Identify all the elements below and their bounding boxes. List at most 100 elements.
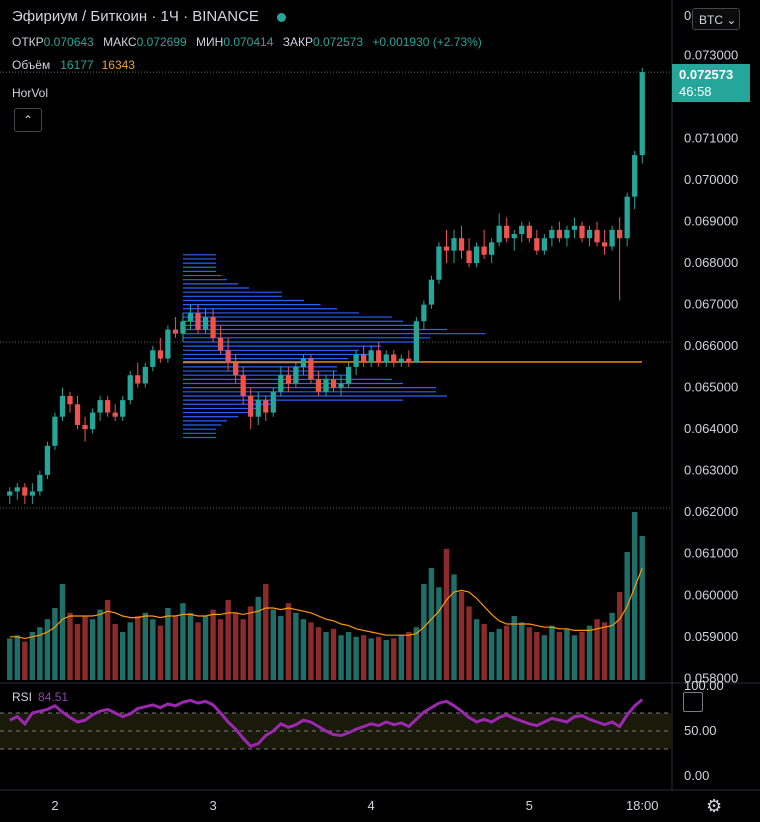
volume-bar (29, 632, 36, 680)
volume-bar (112, 624, 118, 680)
candle-body (413, 321, 419, 363)
price-tick-label: 0.063000 (684, 463, 738, 478)
price-tick-label: 0.058000 (684, 670, 738, 685)
indicator-label[interactable]: HorVol (12, 86, 49, 100)
candle-body (308, 358, 314, 380)
header-sep-1: · (151, 8, 157, 25)
rsi-line (9, 698, 644, 749)
time-tick-label: 4 (368, 798, 375, 813)
price-tick-label: 0.071000 (684, 131, 738, 146)
volume-bar (556, 632, 563, 680)
volume-bar (466, 606, 472, 680)
volume-bar (421, 584, 427, 680)
candle-body (285, 375, 291, 384)
candle-body (248, 395, 254, 417)
candle-body (406, 358, 412, 363)
symbol-name: Эфириум / Биткоин (12, 8, 148, 25)
time-tick-label: 3 (209, 798, 216, 813)
volume-bar (519, 622, 525, 680)
open-value: 0.070643 (43, 35, 94, 49)
candle-body (361, 354, 367, 363)
volume-bar (14, 635, 21, 680)
candle-body (398, 358, 404, 363)
price-tick-label: 0.068000 (684, 255, 738, 270)
candle-body (97, 400, 103, 413)
collapse-indicators-button[interactable]: ⌃ (14, 108, 42, 132)
candle-body (571, 225, 578, 230)
volume-bar (413, 627, 420, 680)
volume-bar (232, 612, 239, 680)
chevron-down-icon: ⌄ (726, 13, 737, 27)
volume-bar (579, 632, 585, 680)
candle-body (202, 317, 209, 330)
rsi-tick-label: 0.00 (684, 768, 709, 783)
price-tick-label: 0.059000 (684, 629, 738, 644)
volume-bar (119, 632, 126, 680)
volume-bar (571, 635, 578, 680)
candle-body (586, 229, 593, 239)
candle-body (368, 350, 374, 363)
price-tick-label-top: 0 (684, 8, 691, 23)
candle-body (157, 350, 163, 359)
candle-body (451, 238, 457, 251)
currency-select[interactable]: BTC ⌄ (692, 8, 740, 30)
candle-body (195, 312, 201, 330)
volume-bar (44, 619, 51, 680)
time-tick-label: 2 (51, 798, 58, 813)
candle-body (617, 229, 623, 239)
interval-label: 1Ч (160, 8, 179, 25)
candle-body (428, 279, 435, 305)
candle-body (263, 400, 269, 413)
currency-select-value: BTC (699, 13, 723, 27)
candle-body (353, 354, 359, 367)
candle-body (458, 238, 465, 251)
symbol-header[interactable]: Эфириум / Биткоин · 1Ч · BINANCE (12, 8, 287, 25)
candle-body (376, 350, 382, 363)
volume-bar (330, 628, 337, 680)
candle-body (225, 350, 231, 363)
volume-bar (511, 616, 517, 680)
volume-bar (458, 592, 465, 680)
price-tick-label: 0.069000 (684, 214, 738, 229)
candle-body (270, 391, 276, 413)
candle-body (526, 225, 532, 239)
candle-body (67, 395, 73, 405)
time-tick-label: 18:00 (626, 798, 659, 813)
candle-body (89, 412, 96, 430)
candle-body (466, 250, 472, 264)
volume-bar (368, 638, 374, 680)
candle-body (52, 416, 58, 446)
rsi-label: RSI (12, 690, 33, 704)
candle-body (383, 354, 389, 363)
volume-bar (436, 587, 442, 680)
candle-body (240, 375, 246, 396)
volume-bar (360, 635, 367, 680)
rsi-legend[interactable]: RSI 84.51 (12, 690, 68, 704)
volume-bar (549, 625, 555, 680)
volume-bar (541, 635, 548, 680)
volume-bar (624, 552, 630, 680)
volume-bar (586, 625, 593, 680)
candle-body (59, 395, 66, 417)
rsi-value: 84.51 (38, 690, 69, 704)
time-tick-label: 5 (526, 798, 533, 813)
candle-body (594, 229, 600, 243)
volume-bar (278, 616, 284, 680)
candle-body (187, 312, 194, 322)
price-tick-label: 0.070000 (684, 172, 738, 187)
candle-body (323, 379, 329, 392)
volume-bar (210, 609, 216, 680)
volume-bar (97, 609, 103, 680)
candle-body (142, 366, 148, 384)
volume-legend[interactable]: Объём 16177 16343 (12, 58, 135, 72)
gear-icon[interactable]: ⚙ (706, 796, 723, 816)
candle-body (632, 155, 638, 197)
price-tick-label: 0.066000 (684, 338, 738, 353)
volume-value: 16177 (60, 58, 94, 72)
candle-body (7, 491, 13, 496)
pane-maximize-icon[interactable] (683, 692, 703, 712)
candle-body (255, 400, 261, 417)
change-value: +0.001930 (+2.73%) (372, 35, 482, 49)
candle-body (541, 238, 547, 251)
